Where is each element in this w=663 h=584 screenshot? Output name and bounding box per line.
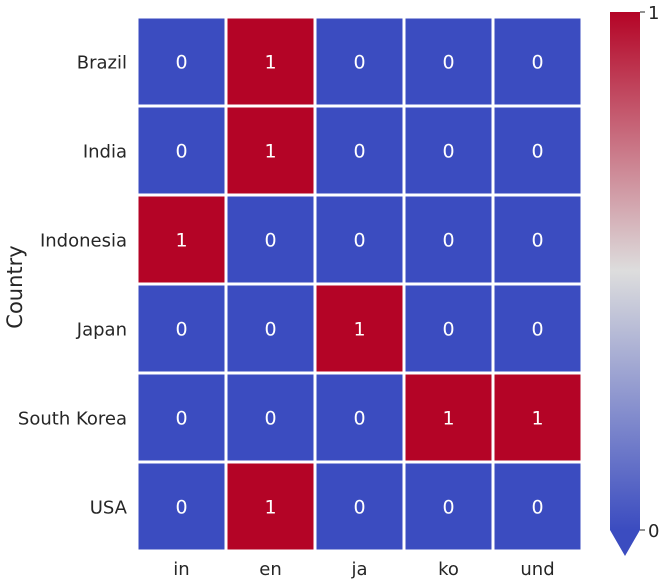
- heatmap-cell: [224, 460, 317, 553]
- cell-value-label: 0: [442, 141, 454, 163]
- y-axis-label: Country: [3, 245, 27, 328]
- x-tick-label: und: [520, 559, 554, 580]
- cell-value-label: 0: [175, 141, 187, 163]
- heatmap-cell: [224, 371, 317, 464]
- cell-value-label: 1: [264, 141, 276, 163]
- cell-value-label: 1: [442, 408, 454, 430]
- cell-value-label: 0: [531, 52, 543, 74]
- heatmap-cell: [313, 104, 406, 197]
- cell-value-label: 0: [264, 230, 276, 252]
- cell-value-label: 0: [264, 319, 276, 341]
- x-tick-label: ko: [438, 559, 459, 580]
- cell-value-label: 1: [531, 408, 543, 430]
- cell-value-label: 0: [175, 52, 187, 74]
- cell-value-label: 0: [175, 319, 187, 341]
- y-tick-label: Indonesia: [40, 231, 127, 252]
- heatmap-cell: [135, 371, 228, 464]
- cell-value-label: 0: [442, 52, 454, 74]
- x-tick-label: ja: [350, 559, 367, 580]
- heatmap-cell: [491, 282, 584, 375]
- heatmap-cells: 0 1 0 0 0 0 1 0 0 0 1 0 0 0 0 0 0 1 0 0 0 0 0 1 1 0 1 0 0 0: [135, 15, 584, 553]
- heatmap-cell: [313, 460, 406, 553]
- x-tick-labels: in en ja ko und: [173, 559, 554, 580]
- cell-value-label: 0: [353, 230, 365, 252]
- y-tick-label: Brazil: [77, 53, 127, 74]
- cell-value-label: 1: [264, 52, 276, 74]
- heatmap-cell: [491, 460, 584, 553]
- x-tick-label: en: [259, 559, 281, 580]
- y-tick-label: South Korea: [18, 409, 127, 430]
- cell-value-label: 1: [353, 319, 365, 341]
- heatmap-cell: [313, 371, 406, 464]
- cell-value-label: 1: [264, 497, 276, 519]
- cell-value-label: 1: [175, 230, 187, 252]
- heatmap-cell: [135, 104, 228, 197]
- cell-value-label: 0: [175, 408, 187, 430]
- cell-value-label: 0: [531, 319, 543, 341]
- heatmap-cell: [224, 193, 317, 286]
- cell-value-label: 0: [353, 408, 365, 430]
- colorbar-gradient: [610, 12, 640, 530]
- cell-value-label: 0: [442, 230, 454, 252]
- heatmap-cell: [135, 15, 228, 108]
- colorbar: 1 0: [610, 3, 659, 556]
- y-tick-labels: Brazil India Indonesia Japan South Korea USA: [18, 53, 128, 519]
- heatmap-cell: [402, 282, 495, 375]
- y-tick-label: USA: [90, 498, 128, 519]
- heatmap-cell: [135, 282, 228, 375]
- y-tick-label: India: [83, 142, 127, 163]
- cell-value-label: 0: [531, 230, 543, 252]
- cell-value-label: 0: [264, 408, 276, 430]
- heatmap-cell: [402, 193, 495, 286]
- heatmap-cell: [224, 282, 317, 375]
- cell-value-label: 0: [531, 141, 543, 163]
- heatmap-cell: [491, 104, 584, 197]
- colorbar-min-label: 0: [648, 521, 659, 542]
- cell-value-label: 0: [353, 497, 365, 519]
- cell-value-label: 0: [353, 141, 365, 163]
- colorbar-max-label: 1: [648, 3, 659, 24]
- cell-value-label: 0: [442, 497, 454, 519]
- cell-value-label: 0: [175, 497, 187, 519]
- colorbar-extend-min: [610, 530, 640, 556]
- x-tick-label: in: [173, 559, 189, 580]
- heatmap-cell: [402, 460, 495, 553]
- cell-value-label: 0: [442, 319, 454, 341]
- cell-value-label: 0: [531, 497, 543, 519]
- y-tick-label: Japan: [76, 320, 127, 341]
- cell-value-label: 0: [353, 52, 365, 74]
